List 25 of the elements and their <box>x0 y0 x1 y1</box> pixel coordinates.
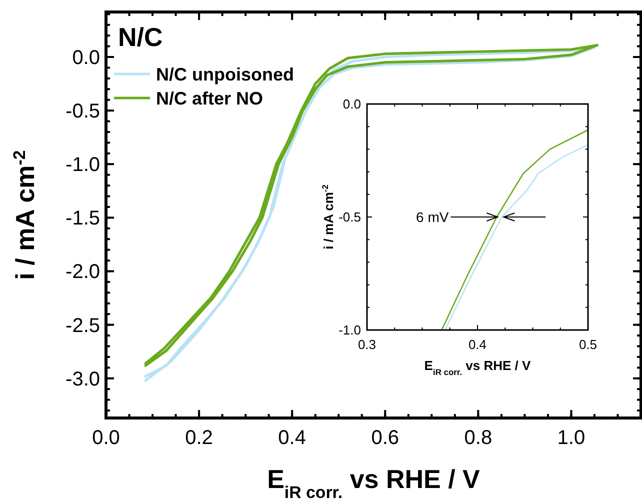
y-tick-label: 0.0 <box>342 96 361 112</box>
legend-label: N/C after NO <box>156 88 264 108</box>
y-tick-label: -1.0 <box>338 322 361 338</box>
x-tick-label: 0.6 <box>371 427 400 449</box>
y-tick-label: -0.5 <box>66 100 100 123</box>
y-tick-label: -1.0 <box>66 154 100 176</box>
x-tick-label: 0.8 <box>464 427 492 449</box>
x-axis-title: E$_{iR corr.}$ vs RHE / V <box>424 358 532 377</box>
y-tick-label: 0.0 <box>72 46 100 69</box>
x-tick-label: 0.5 <box>578 337 598 352</box>
x-tick-label: 0.2 <box>185 427 213 449</box>
y-tick-label: -2.5 <box>66 314 100 337</box>
y-tick-label: -2.0 <box>66 261 100 284</box>
x-axis-title: E$_{iR corr.}$ vs RHE / V <box>267 464 481 499</box>
legend-label: N/C unpoisoned <box>156 64 294 84</box>
x-tick-label: 0.4 <box>278 427 306 449</box>
x-tick-label: 0.3 <box>358 337 376 352</box>
annotation: 6 mV <box>416 208 450 225</box>
y-tick-label: -0.5 <box>338 210 361 225</box>
y-tick-label: -1.5 <box>66 208 100 230</box>
x-tick-label: 0.0 <box>92 427 120 449</box>
chart-title: N/C <box>118 22 163 52</box>
x-tick-label: 0.4 <box>468 337 487 352</box>
x-tick-label: 1.0 <box>557 427 586 449</box>
y-tick-label: -3.0 <box>66 368 100 390</box>
